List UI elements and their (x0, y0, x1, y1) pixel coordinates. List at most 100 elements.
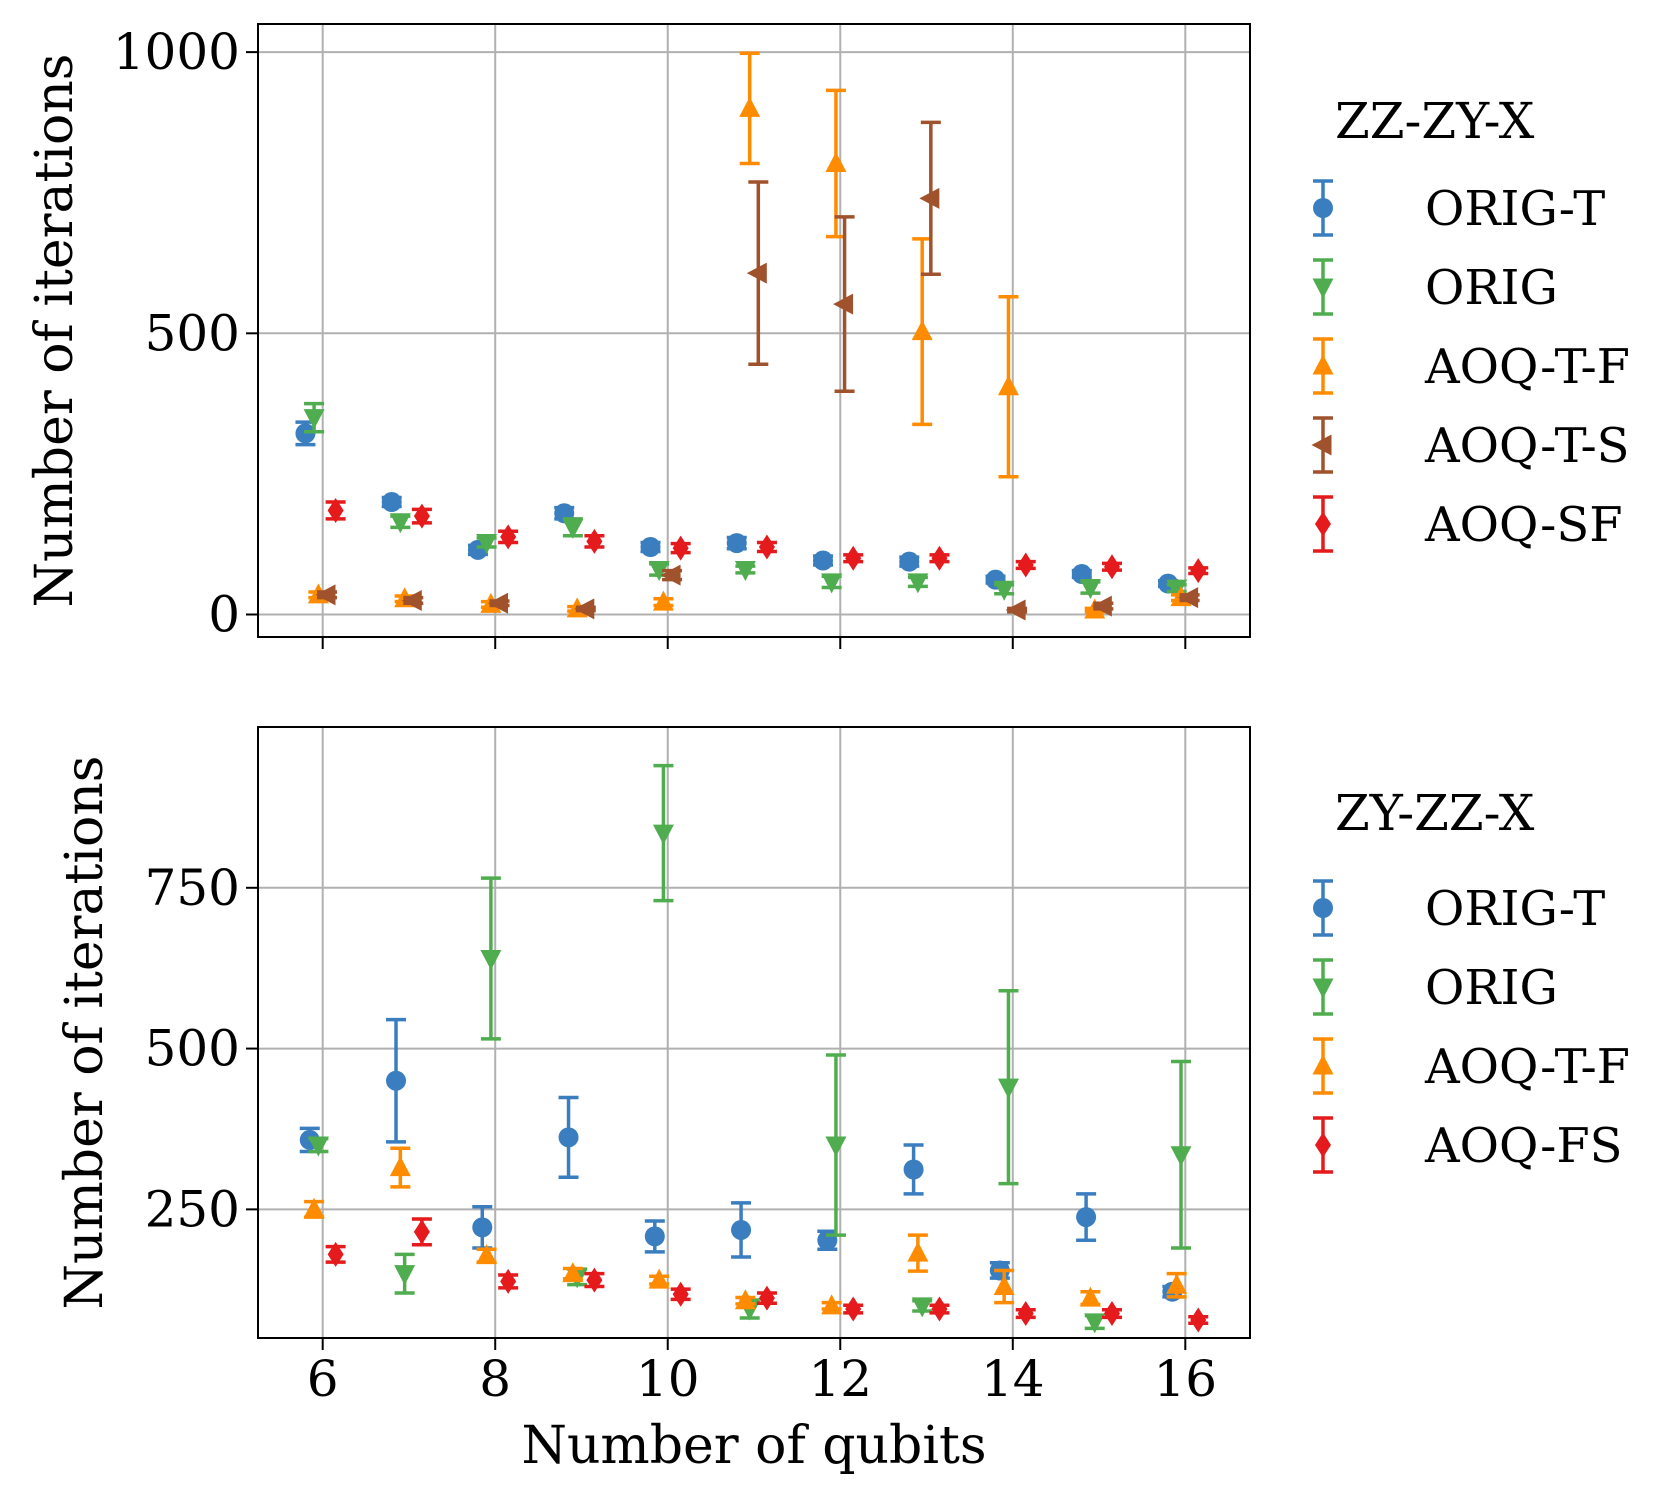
data-point (997, 375, 1019, 396)
data-point (386, 1070, 407, 1091)
data-point (648, 561, 670, 582)
data-point (476, 1244, 498, 1265)
legend-label: ORIG (1425, 260, 1558, 316)
legend: ZZ-ZY-X ORIG-T ORIG AOQ-T-F AOQ-T-S AOQ-SF (1311, 92, 1630, 553)
data-point (472, 1217, 493, 1238)
data-point (907, 573, 929, 594)
plot-frame (257, 23, 1251, 638)
legend-marker (1312, 278, 1334, 299)
legend-marker (1313, 898, 1333, 918)
data-point (758, 1285, 775, 1311)
data-point (997, 1078, 1019, 1099)
legend-label: ORIG (1425, 960, 1558, 1016)
data-point (381, 492, 402, 513)
data-point (911, 320, 933, 341)
data-point (1190, 558, 1207, 584)
data-point (821, 573, 843, 594)
x-tick-label: 14 (981, 1350, 1045, 1408)
legend-label: AOQ-T-S (1424, 418, 1630, 474)
data-point (480, 950, 502, 971)
data-point (303, 409, 325, 430)
series-ORIG-T (295, 420, 1179, 594)
data-point (488, 592, 509, 614)
data-point (833, 293, 854, 315)
data-point (821, 1294, 843, 1315)
data-point (1166, 1273, 1188, 1294)
x-tick-label: 6 (307, 1350, 339, 1408)
data-point (303, 1197, 325, 1218)
data-point (315, 584, 336, 606)
data-point (652, 824, 674, 845)
series-AOQ-T-F (307, 51, 1192, 619)
data-point (648, 1268, 670, 1289)
x-tick-label: 10 (636, 1350, 700, 1408)
data-point (644, 1226, 665, 1247)
series-ORIG (303, 401, 1188, 601)
data-point (1103, 554, 1120, 580)
data-point (1084, 1313, 1106, 1334)
data-point (558, 1127, 579, 1148)
data-point (845, 545, 862, 571)
series-ORIG (307, 763, 1192, 1334)
data-point (562, 1262, 584, 1283)
data-point (845, 1296, 862, 1322)
data-point (931, 545, 948, 571)
data-point (739, 96, 761, 117)
data-point (813, 550, 834, 571)
data-point (327, 497, 344, 523)
legend-marker (1311, 434, 1332, 456)
data-point (734, 561, 756, 582)
data-point (1166, 579, 1188, 600)
data-point (1103, 1301, 1120, 1327)
data-point (660, 564, 681, 586)
legend-marker (1313, 198, 1333, 218)
data-point (562, 518, 584, 539)
data-point (672, 1281, 689, 1307)
x-axis-label: Number of qubits (521, 1416, 986, 1476)
data-point (500, 1268, 517, 1294)
series-AOQ-T-F (303, 1146, 1188, 1315)
y-tick-label: 0 (208, 586, 240, 644)
data-point (327, 1241, 344, 1267)
data-point (1005, 599, 1026, 621)
legend-marker (1312, 354, 1334, 375)
legend-marker (1312, 978, 1334, 999)
data-point (931, 1296, 948, 1322)
chart-panel-1: 0 500 1000 Number of iterations ZZ-ZY-X ORIG-… (25, 23, 1630, 649)
data-point (640, 537, 661, 558)
y-tick-label: 1000 (113, 23, 240, 81)
plot-frame (257, 726, 1251, 1339)
x-tick-label: 16 (1153, 1350, 1217, 1408)
data-point (1076, 1207, 1097, 1228)
data-point (1178, 587, 1199, 609)
data-point (758, 534, 775, 560)
data-point (903, 1159, 924, 1180)
y-tick-label: 250 (145, 1180, 240, 1238)
data-point (1017, 1301, 1034, 1327)
data-point (919, 187, 940, 209)
data-point (993, 580, 1015, 601)
data-point (734, 1289, 756, 1310)
legend-marker (1315, 511, 1331, 537)
legend-label: ORIG-T (1425, 181, 1605, 237)
data-point (413, 1219, 430, 1245)
data-point (1079, 579, 1101, 600)
series-AOQ-SF (325, 497, 1209, 584)
data-point (1091, 595, 1112, 617)
y-axis-label: Number of iterations (25, 54, 85, 608)
data-point (1017, 552, 1034, 578)
legend-label: AOQ-T-F (1424, 1039, 1630, 1095)
legend-marker (1312, 1054, 1334, 1075)
chart-panel-2: 6 8 10 12 14 16 250 500 750 Number of iterations N… (55, 726, 1630, 1476)
legend-label: ORIG-T (1425, 881, 1605, 937)
data-point (746, 262, 767, 284)
data-point (389, 1156, 411, 1177)
data-point (574, 598, 595, 620)
legend-title: ZY-ZZ-X (1335, 784, 1535, 842)
legend: ZY-ZZ-X ORIG-T ORIG AOQ-T-F AOQ-FS (1312, 784, 1630, 1174)
legend-label: AOQ-SF (1424, 497, 1623, 553)
y-axis-label: Number of iterations (55, 756, 115, 1310)
series-ORIG-T (299, 1017, 1183, 1302)
data-point (672, 535, 689, 561)
